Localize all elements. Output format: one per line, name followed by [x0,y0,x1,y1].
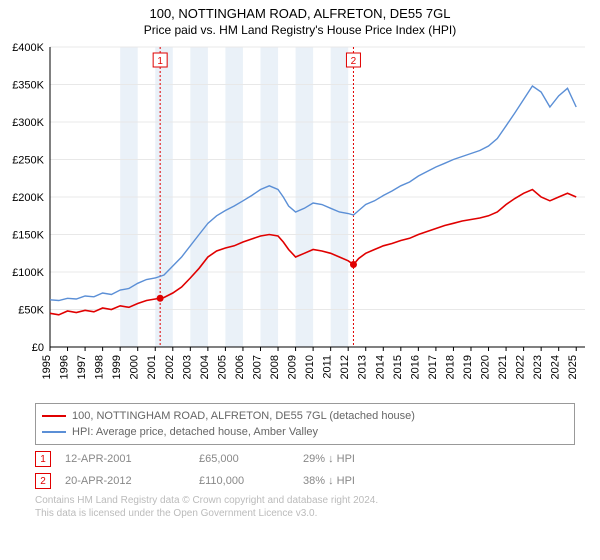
legend-item: 100, NOTTINGHAM ROAD, ALFRETON, DE55 7GL… [42,408,568,424]
svg-text:2002: 2002 [164,355,176,379]
footer-attribution: Contains HM Land Registry data © Crown c… [35,495,575,520]
sale-marker: 1 [35,451,51,467]
legend-swatch [42,415,66,417]
sale-row: 2 20-APR-2012 £110,000 38% ↓ HPI [35,473,575,489]
svg-text:£400K: £400K [12,42,44,54]
sale-diff: 29% ↓ HPI [303,453,403,465]
svg-text:1997: 1997 [76,355,88,379]
svg-text:2006: 2006 [234,355,246,379]
svg-text:2004: 2004 [199,355,211,379]
svg-text:2011: 2011 [322,355,334,379]
svg-text:2025: 2025 [567,355,579,379]
svg-text:1995: 1995 [41,355,53,379]
svg-text:2022: 2022 [515,355,527,379]
chart-area: £0 £50K £100K £150K £200K £250K £300K £350K £400… [0,37,600,397]
svg-text:1: 1 [157,56,163,67]
svg-text:2013: 2013 [357,355,369,379]
svg-text:1998: 1998 [94,355,106,379]
chart-title: 100, NOTTINGHAM ROAD, ALFRETON, DE55 7GL [0,6,600,21]
chart-container: 100, NOTTINGHAM ROAD, ALFRETON, DE55 7GL… [0,0,600,520]
sale-marker: 2 [35,473,51,489]
svg-text:2: 2 [351,56,357,67]
svg-text:2017: 2017 [427,355,439,379]
svg-text:2009: 2009 [287,355,299,379]
svg-text:2003: 2003 [181,355,193,379]
legend-label: 100, NOTTINGHAM ROAD, ALFRETON, DE55 7GL… [72,410,415,422]
chart-subtitle: Price paid vs. HM Land Registry's House … [0,23,600,37]
svg-text:2020: 2020 [480,355,492,379]
sale-date: 20-APR-2012 [65,475,185,487]
svg-text:2001: 2001 [146,355,158,379]
svg-text:2015: 2015 [392,355,404,379]
svg-text:2018: 2018 [444,355,456,379]
legend: 100, NOTTINGHAM ROAD, ALFRETON, DE55 7GL… [35,403,575,445]
legend-label: HPI: Average price, detached house, Ambe… [72,426,318,438]
sale-price: £65,000 [199,453,289,465]
svg-text:2016: 2016 [409,355,421,379]
svg-text:2014: 2014 [374,355,386,379]
svg-text:£0: £0 [32,342,44,354]
sale-row: 1 12-APR-2001 £65,000 29% ↓ HPI [35,451,575,467]
svg-text:£100K: £100K [12,267,44,279]
svg-text:2005: 2005 [216,355,228,379]
legend-swatch [42,431,66,433]
svg-text:2012: 2012 [339,355,351,379]
svg-text:2010: 2010 [304,355,316,379]
line-chart-svg: £0 £50K £100K £150K £200K £250K £300K £350K £400… [0,37,600,397]
sale-diff: 38% ↓ HPI [303,475,403,487]
svg-text:2023: 2023 [532,355,544,379]
svg-text:£300K: £300K [12,117,44,129]
svg-text:1999: 1999 [111,355,123,379]
svg-text:£350K: £350K [12,80,44,92]
svg-text:2024: 2024 [550,355,562,379]
svg-text:2019: 2019 [462,355,474,379]
svg-text:2000: 2000 [129,355,141,379]
svg-text:2008: 2008 [269,355,281,379]
svg-text:1996: 1996 [59,355,71,379]
sale-price: £110,000 [199,475,289,487]
legend-item: HPI: Average price, detached house, Ambe… [42,424,568,440]
svg-text:2007: 2007 [251,355,263,379]
sale-date: 12-APR-2001 [65,453,185,465]
footer-line-2: This data is licensed under the Open Gov… [35,508,575,521]
svg-text:£150K: £150K [12,230,44,242]
svg-text:2021: 2021 [497,355,509,379]
footer-line-1: Contains HM Land Registry data © Crown c… [35,495,575,508]
title-block: 100, NOTTINGHAM ROAD, ALFRETON, DE55 7GL… [0,0,600,37]
svg-text:£200K: £200K [12,192,44,204]
svg-text:£250K: £250K [12,155,44,167]
svg-text:£50K: £50K [18,305,44,317]
